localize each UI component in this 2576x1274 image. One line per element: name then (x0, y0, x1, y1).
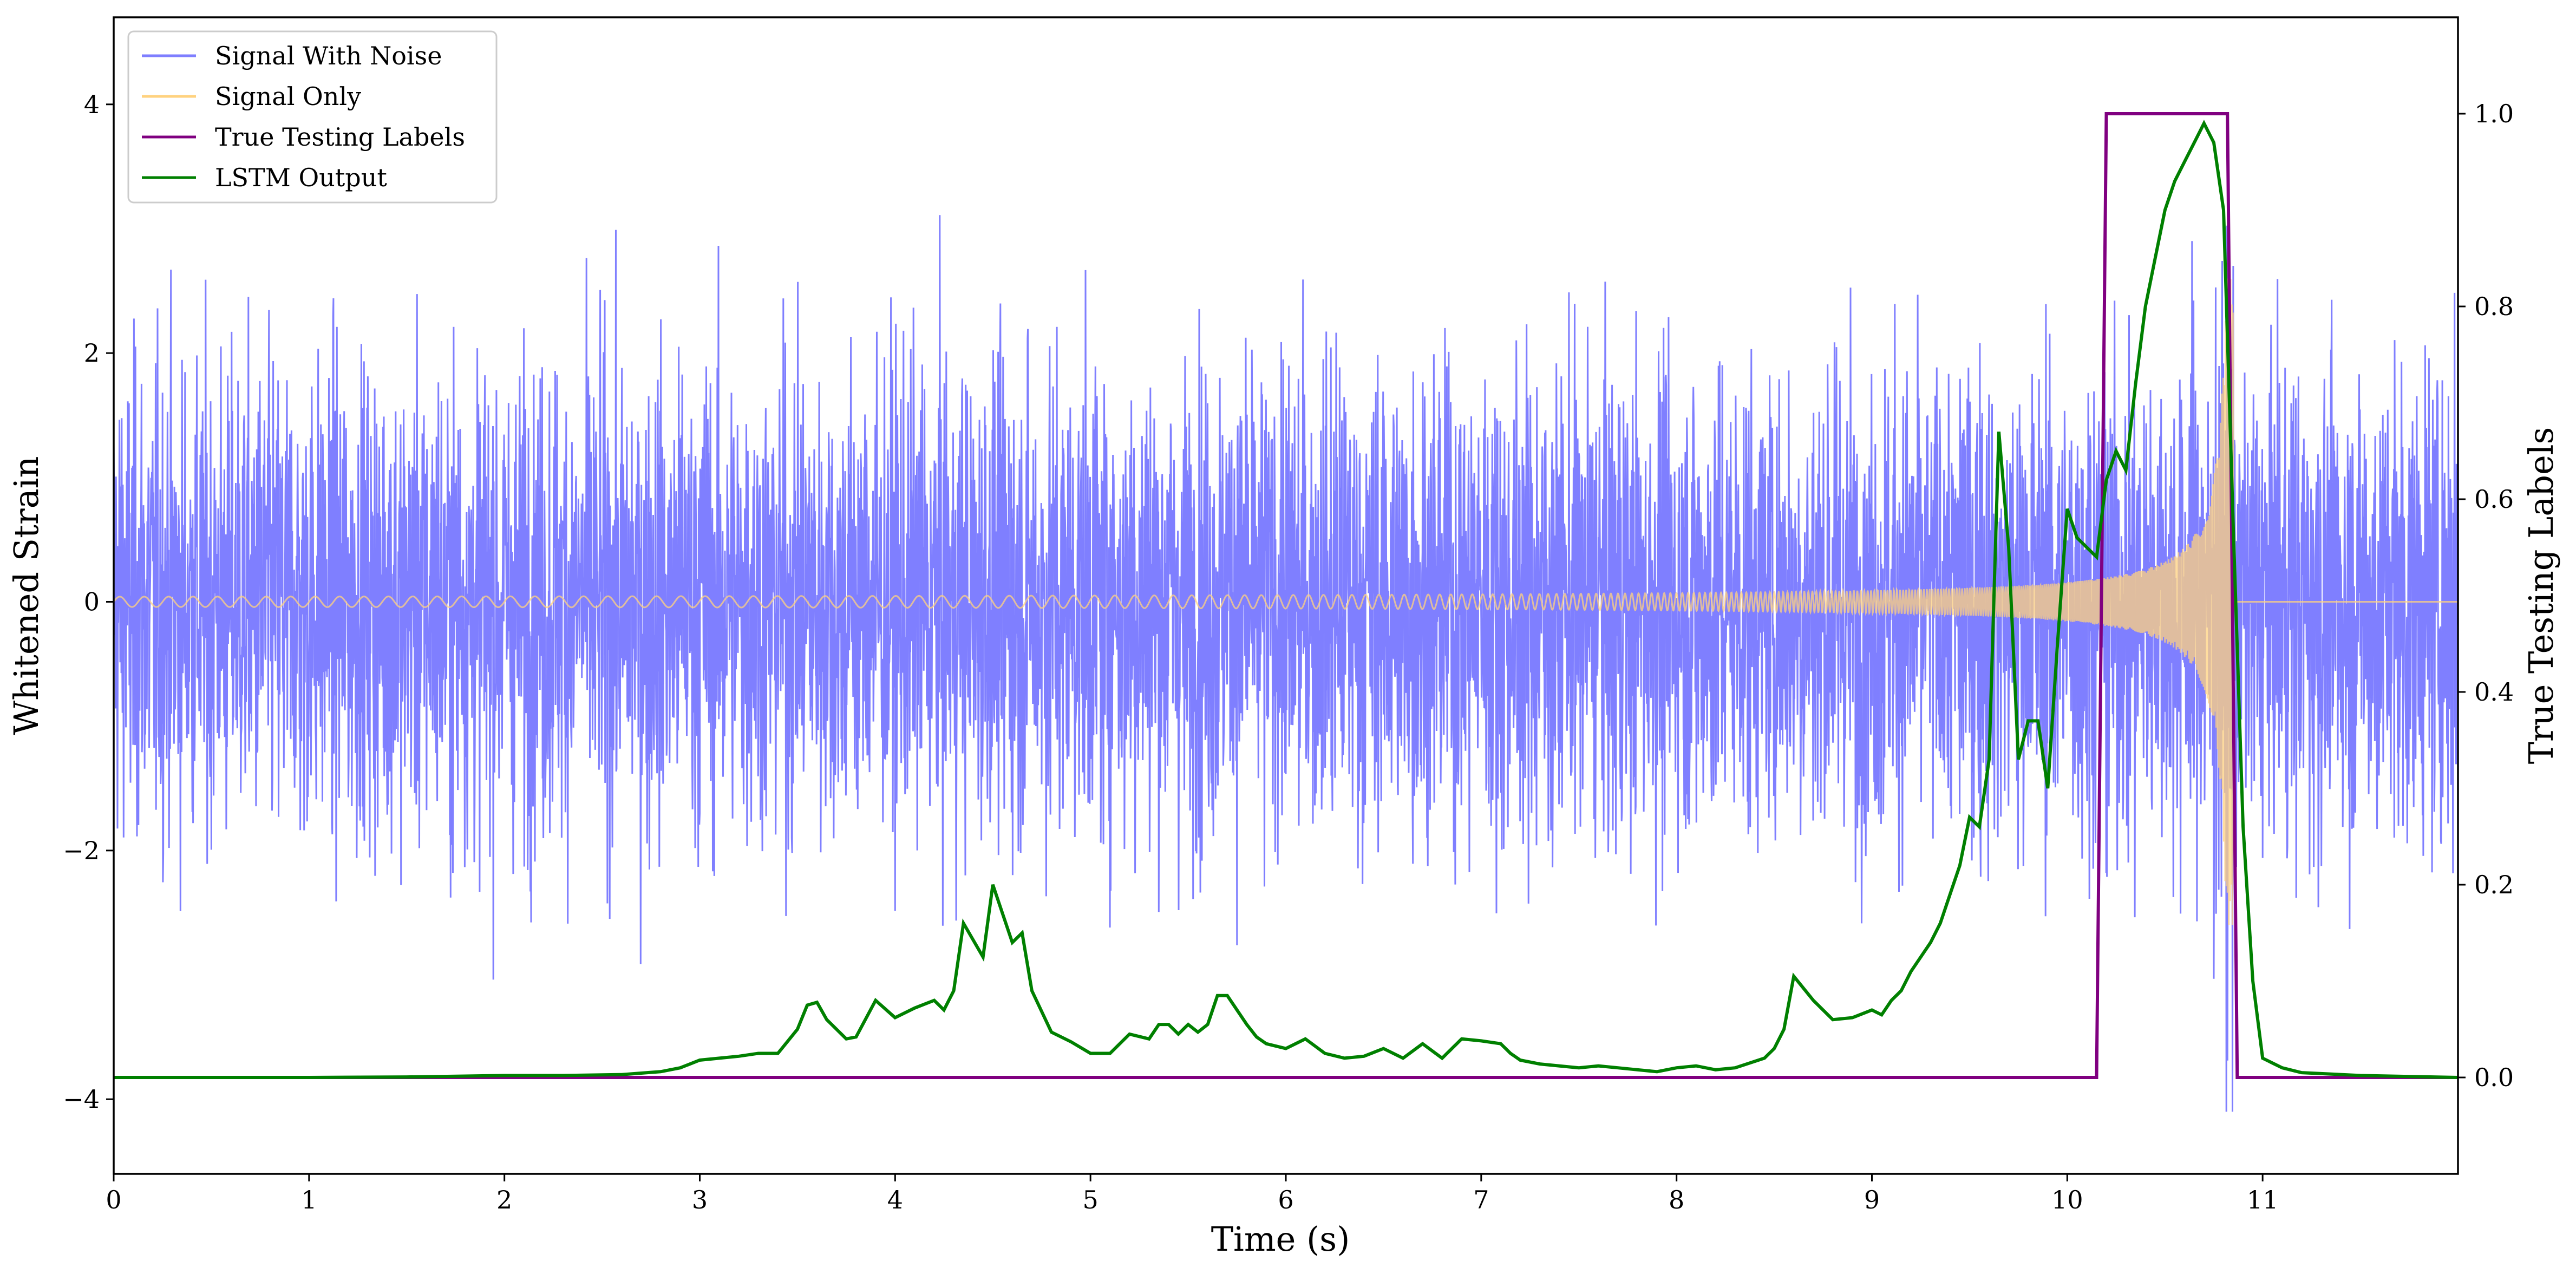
legend-box (127, 30, 498, 204)
y-left-tick-label: 4 (84, 90, 100, 119)
y-left-axis-ticks: −4 −2 0 2 4 (63, 90, 114, 1114)
y-left-tick-label: −2 (63, 836, 100, 865)
series-signal-only-line (114, 278, 2458, 925)
x-axis-label: Time (s) (1211, 1219, 1350, 1259)
legend-label-signal-with-noise: Signal With Noise (215, 41, 442, 70)
x-tick-label: 11 (2247, 1185, 2279, 1214)
y-right-tick-label: 0.4 (2474, 677, 2514, 707)
x-tick-label: 3 (692, 1185, 708, 1214)
legend-label-lstm-output: LSTM Output (215, 163, 387, 192)
x-tick-label: 10 (2051, 1185, 2083, 1214)
legend-label-true-testing-labels: True Testing Labels (215, 122, 465, 152)
legend-label-signal-only: Signal Only (215, 82, 361, 111)
x-tick-label: 1 (301, 1185, 317, 1214)
legend: Signal With Noise Signal Only True Testi… (127, 30, 498, 204)
plot-area (114, 112, 2458, 1112)
x-tick-label: 7 (1473, 1185, 1489, 1214)
y-left-axis-label: Whitened Strain (6, 456, 46, 735)
y-right-tick-label: 0.2 (2474, 870, 2514, 899)
y-right-axis-ticks: 0.0 0.2 0.4 0.6 0.8 1.0 (2458, 99, 2514, 1092)
y-left-tick-label: 2 (84, 338, 100, 368)
y-right-tick-label: 1.0 (2474, 99, 2514, 128)
x-tick-label: 9 (1864, 1185, 1880, 1214)
x-tick-label: 5 (1083, 1185, 1099, 1214)
x-tick-label: 6 (1278, 1185, 1293, 1214)
y-right-tick-label: 0.8 (2474, 292, 2514, 321)
x-tick-label: 2 (496, 1185, 512, 1214)
series-true-testing-labels-line (114, 112, 2458, 1079)
y-right-tick-label: 0.6 (2474, 485, 2514, 514)
x-tick-label: 0 (106, 1185, 121, 1214)
y-right-axis-label: True Testing Labels (2521, 427, 2561, 765)
y-right-tick-label: 0.0 (2474, 1063, 2514, 1092)
x-axis-ticks: 0 1 2 3 4 5 6 7 8 9 10 11 (106, 1174, 2278, 1214)
x-tick-label: 8 (1669, 1185, 1684, 1214)
series-lstm-output-line (114, 120, 2458, 1079)
y-left-tick-label: −4 (63, 1084, 100, 1114)
x-tick-label: 4 (887, 1185, 903, 1214)
y-left-tick-label: 0 (84, 587, 100, 616)
